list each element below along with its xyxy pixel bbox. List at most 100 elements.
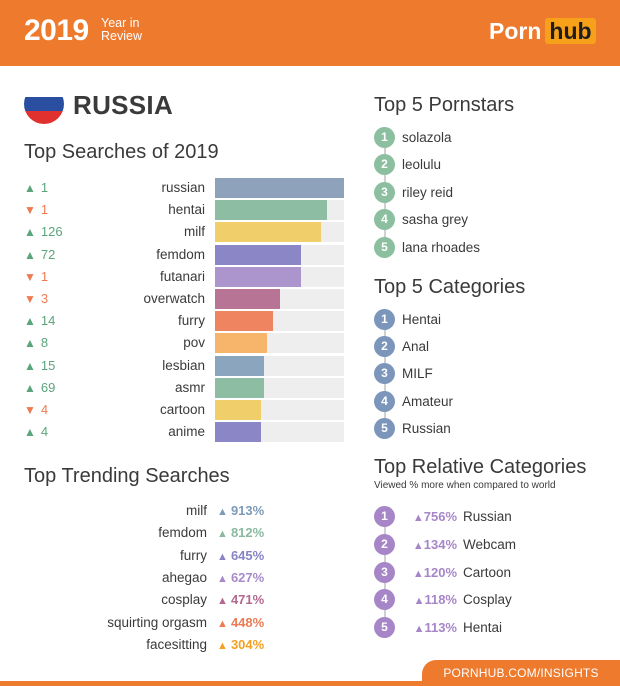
trending-value: ▲ 812% (217, 522, 264, 545)
search-row: ▼ 1 futanari (0, 266, 350, 288)
relative-percent: ▲756% (401, 506, 457, 529)
search-row: ▲ 15 lesbian (0, 355, 350, 377)
arrow-up-icon: ▲ (217, 617, 231, 630)
trending-row: furry ▲ 645% (0, 545, 350, 567)
arrow-up-icon: ▲ (24, 336, 36, 351)
rank-change-value: 15 (40, 357, 56, 373)
relative-percent: ▲134% (401, 534, 457, 557)
rank-change-value: 3 (40, 291, 49, 306)
arrow-up-icon: ▲ (24, 225, 36, 240)
search-term: milf (184, 224, 205, 240)
pornhub-logo[interactable]: Porn hub (489, 18, 596, 45)
rank-number-badge: 5 (374, 236, 395, 258)
search-term: pov (183, 335, 205, 351)
search-bar (215, 422, 262, 443)
rank-number-badge: 4 (374, 390, 395, 412)
flag-stripe-blue (24, 97, 64, 111)
search-row: ▼ 4 cartoon (0, 399, 350, 421)
search-bar (215, 222, 321, 243)
rank-number-badge: 2 (374, 533, 395, 555)
rank-change: ▲ 15 (24, 355, 99, 377)
pornstars-item: lana rhoades (402, 239, 481, 255)
arrow-up-icon: ▲ (217, 572, 231, 585)
search-row: ▲ 126 milf (0, 221, 350, 243)
arrow-up-icon: ▲ (217, 506, 231, 518)
pornstars-item: leolulu (402, 157, 442, 173)
rank-change-value: 8 (40, 335, 49, 351)
trending-row: cosplay ▲ 471% (0, 589, 350, 611)
trending-value: ▲ 645% (217, 545, 264, 568)
trending-row: squirting orgasm ▲ 448% (0, 612, 350, 634)
search-row: ▲ 69 asmr (0, 377, 350, 399)
trending-term: cosplay (161, 592, 207, 608)
arrow-up-icon: ▲ (24, 247, 36, 262)
trending-percent: 448% (230, 614, 265, 630)
header-banner: 2019 Year in Review Porn hub (0, 0, 620, 66)
pornstars-title: Top 5 Pornstars (374, 94, 515, 116)
rank-number-badge: 2 (374, 154, 395, 176)
search-row: ▲ 8 pov (0, 332, 350, 354)
relative-percent-value: 134% (423, 536, 457, 552)
relative-percent-value: 118% (424, 592, 457, 608)
rank-number-badge: 1 (374, 309, 395, 330)
trending-row: femdom ▲ 812% (0, 522, 350, 544)
rank-number-badge: 3 (374, 561, 395, 583)
arrow-down-icon: ▼ (24, 403, 36, 417)
trending-term: ahegao (161, 569, 207, 585)
search-bar (215, 178, 344, 198)
logo-text-part2: hub (545, 18, 596, 44)
pornstars-item: solazola (402, 130, 452, 145)
footer-bar (0, 681, 620, 686)
rank-change-value: 69 (40, 379, 56, 395)
pornstars-item: riley reid (402, 184, 454, 200)
arrow-up-icon: ▲ (217, 595, 231, 608)
relative-percent: ▲113% (401, 617, 457, 640)
rank-change-value: 4 (40, 402, 49, 417)
trending-term: furry (180, 547, 207, 563)
footer-link[interactable]: PORNHUB.COM/INSIGHTS (422, 660, 620, 686)
search-bar (215, 244, 302, 265)
trending-term: facesitting (146, 636, 207, 652)
categories-item: Amateur (402, 393, 454, 409)
search-term: lesbian (162, 357, 205, 373)
search-term: hentai (168, 202, 205, 218)
trending-title: Top Trending Searches (24, 465, 230, 487)
search-row: ▲ 1 russian (0, 177, 350, 199)
arrow-up-icon: ▲ (412, 567, 424, 580)
relative-item: Webcam (463, 536, 517, 552)
trending-term: milf (186, 503, 207, 518)
relative-percent-value: 113% (424, 620, 457, 636)
search-row: ▼ 3 overwatch (0, 288, 350, 310)
arrow-up-icon: ▲ (24, 425, 36, 440)
trending-value: ▲ 913% (217, 500, 264, 523)
rank-change: ▲ 4 (24, 421, 99, 443)
relative-title: Top Relative Categories (374, 456, 587, 478)
search-bar (215, 289, 280, 309)
rank-number-badge: 1 (374, 127, 395, 148)
flag-stripe-white (24, 84, 64, 98)
arrow-up-icon: ▲ (217, 639, 231, 652)
year-label: 2019 (24, 14, 89, 47)
year-in-review-label: Year in Review (101, 16, 142, 43)
rank-number-badge: 5 (374, 617, 395, 639)
rank-change: ▼ 1 (24, 266, 99, 288)
search-term: futanari (159, 268, 205, 284)
search-bar (215, 266, 302, 287)
trending-term: squirting orgasm (107, 614, 207, 630)
relative-percent-value: 120% (423, 564, 457, 580)
trending-percent: 627% (230, 569, 265, 585)
search-term: furry (178, 313, 205, 329)
arrow-up-icon: ▲ (413, 595, 425, 608)
arrow-up-icon: ▲ (24, 358, 36, 373)
categories-item: Russian (402, 420, 451, 436)
rank-change: ▲ 69 (24, 377, 99, 399)
arrow-up-icon: ▲ (24, 181, 36, 195)
rank-change-value: 126 (40, 224, 63, 240)
categories-item: Hentai (402, 312, 442, 327)
rank-change: ▼ 1 (24, 199, 99, 221)
search-term: cartoon (159, 402, 205, 417)
rank-change-value: 1 (40, 202, 49, 218)
trending-value: ▲ 471% (217, 589, 264, 612)
relative-subtitle: Viewed % more when compared to world (374, 480, 556, 491)
search-row: ▲ 4 anime (0, 421, 350, 443)
